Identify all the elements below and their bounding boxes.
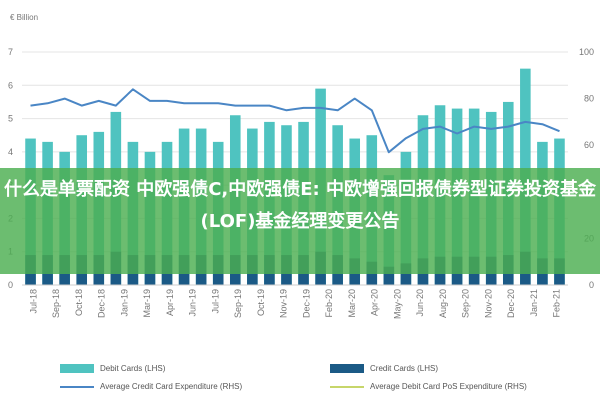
x-tick-label-16: May-20 (392, 289, 402, 319)
legend-label-debit-cards: Debit Cards (LHS) (100, 364, 166, 373)
legend-label-avg-credit-expenditure: Average Credit Card Expenditure (RHS) (100, 382, 243, 391)
right-tick-label-3: 60 (584, 140, 594, 150)
x-tick-label-23: Feb-21 (552, 289, 562, 318)
chart-lines (30, 88, 560, 154)
title-banner (0, 168, 600, 274)
x-tick-label-10: Oct-19 (256, 289, 266, 316)
x-tick-label-14: Mar-20 (347, 289, 357, 318)
left-axis-label: € Billion (10, 13, 38, 22)
x-tick-label-22: Jan-21 (529, 289, 539, 317)
x-tick-label-0: Jul-18 (28, 289, 38, 314)
right-tick-label-4: 80 (584, 94, 594, 104)
left-tick-label-4: 4 (8, 147, 13, 157)
x-tick-label-7: Jun-19 (188, 289, 198, 317)
left-tick-label-0: 0 (8, 280, 13, 290)
x-tick-label-5: Mar-19 (142, 289, 152, 318)
legend-line-avg-debit-pos-expenditure (330, 385, 364, 388)
x-tick-label-17: Jun-20 (415, 289, 425, 317)
bar-credit-Apr-20 (383, 266, 395, 285)
left-tick-label-6: 6 (8, 80, 13, 90)
right-tick-label-0: 0 (589, 280, 594, 290)
x-tick-label-19: Sep-20 (461, 289, 471, 318)
x-axis: Jul-18 Sep-18 Oct-18 Dec-18 Jan-19 Mar-19 Apr-… (22, 284, 568, 319)
legend-swatch-debit-cards (60, 364, 94, 373)
line-series-2 (30, 88, 560, 154)
x-tick-label-2: Oct-18 (74, 289, 84, 316)
legend-swatch-credit-cards (330, 364, 364, 373)
x-tick-label-20: Nov-20 (483, 289, 493, 318)
x-tick-label-6: Apr-19 (165, 289, 175, 316)
x-tick-label-11: Nov-19 (279, 289, 289, 318)
x-tick-label-1: Sep-18 (51, 289, 61, 318)
legend-label-credit-cards: Credit Cards (LHS) (370, 364, 439, 373)
legend-line-avg-credit-expenditure (60, 385, 94, 388)
x-tick-label-9: Sep-19 (233, 289, 243, 318)
x-tick-label-4: Jan-19 (119, 289, 129, 317)
x-tick-label-15: Apr-20 (370, 289, 380, 316)
chart-legend: Debit Cards (LHS) Credit Cards (LHS) Ave… (0, 360, 600, 400)
legend-item-debit-cards: Debit Cards (LHS) (60, 364, 165, 373)
legend-item-credit-cards: Credit Cards (LHS) (330, 364, 438, 373)
legend-item-avg-credit-expenditure: Average Credit Card Expenditure (RHS) (60, 382, 242, 391)
x-tick-label-13: Feb-20 (324, 289, 334, 318)
left-tick-label-7: 7 (8, 47, 13, 57)
bar-credit-May-20 (400, 263, 412, 285)
x-tick-label-8: Jul-19 (210, 289, 220, 314)
x-tick-label-12: Dec-19 (301, 289, 311, 318)
x-tick-label-3: Dec-18 (97, 289, 107, 318)
left-tick-label-5: 5 (8, 114, 13, 124)
legend-item-avg-debit-pos-expenditure: Average Debit Card PoS Expenditure (RHS) (330, 382, 527, 391)
right-tick-label-5: 100 (579, 47, 594, 57)
banner-title: 什么是单票配资 中欧强债C,中欧强债E: 中欧增强回报债券型证券投资基金(LOF… (3, 179, 597, 232)
x-tick-label-21: Dec-20 (506, 289, 516, 318)
x-tick-label-18: Aug-20 (438, 289, 448, 318)
legend-label-avg-debit-pos-expenditure: Average Debit Card PoS Expenditure (RHS) (370, 382, 527, 391)
